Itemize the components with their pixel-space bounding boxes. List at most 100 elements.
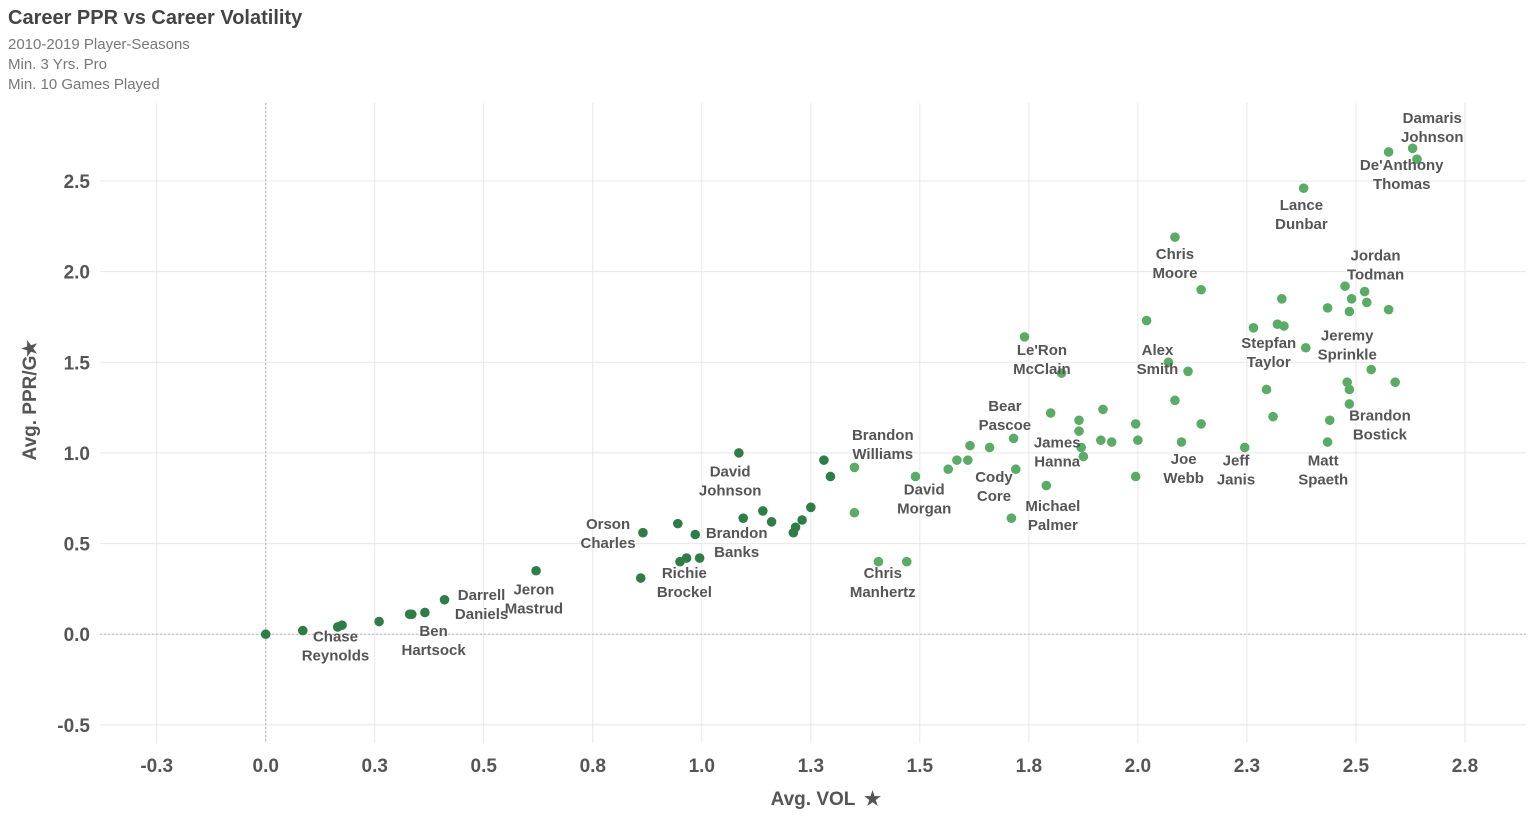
point-label: Reynolds [302,647,370,664]
point-label: Smith [1137,361,1179,378]
point-label: Jeron [513,581,554,598]
data-point [1196,419,1206,429]
data-point [374,616,384,627]
data-point [1130,419,1141,429]
point-label: Jeremy [1321,328,1374,345]
data-point [1010,464,1021,475]
data-point [1078,451,1089,462]
point-label: Ben [419,623,447,640]
data-point [738,513,749,523]
x-tick-label: 1.8 [1016,756,1042,777]
point-label: Joe [1171,451,1197,468]
data-point [1019,332,1030,342]
x-tick-label: 0.8 [580,756,606,777]
data-point [825,471,836,482]
point-label: Brockel [657,584,712,601]
data-point [1362,297,1372,308]
data-point [407,609,417,620]
point-label: Sprinkle [1318,347,1377,364]
point-label: Hanna [1034,453,1081,470]
data-point [734,448,744,458]
point-label: David [710,463,751,480]
point-label: Moore [1152,265,1197,282]
point-label: De'Anthony [1360,157,1444,174]
point-label: Palmer [1028,517,1078,534]
data-point [1383,147,1394,157]
data-point [1163,357,1174,368]
chart-subtitle-1: 2010-2019 Player-Seasons [8,36,190,53]
chart-title: Career PPR vs Career Volatility [8,7,303,29]
data-point [1006,513,1017,523]
data-point [952,455,962,465]
x-tick-label: 0.3 [362,756,388,777]
point-label: Damaris [1403,110,1462,127]
data-point [1176,437,1187,447]
point-label: Brandon [852,427,914,444]
data-point [694,553,705,563]
data-point [1383,304,1394,315]
data-point [635,573,646,583]
data-point [1141,315,1152,326]
x-tick-label: 2.3 [1234,756,1260,777]
data-point [420,607,430,618]
data-point [1342,377,1353,388]
point-label: Manhertz [850,584,916,601]
data-point [1196,284,1206,295]
point-label: Taylor [1247,354,1291,371]
data-point [1407,143,1418,154]
data-point [439,594,450,605]
data-point [849,507,860,518]
data-point [1248,323,1259,333]
y-tick-label: -0.5 [57,716,90,737]
x-tick-label: 0.0 [253,756,279,777]
data-point [1261,384,1272,395]
data-point [1133,435,1143,446]
point-label: Spaeth [1298,472,1348,489]
data-point [531,565,541,576]
data-point [1359,286,1370,297]
point-label: David [904,482,945,499]
data-point [1041,480,1052,491]
y-tick-label: 2.0 [64,263,90,284]
data-point [1346,294,1357,304]
data-point [1096,435,1106,446]
point-label: Johnson [1401,129,1464,146]
data-point [1074,415,1084,426]
point-label: Hartsock [402,642,467,659]
y-tick-label: 2.5 [64,172,91,193]
data-point [1170,395,1180,406]
point-label: Thomas [1373,176,1431,193]
data-point [1344,306,1355,317]
point-label: Mastrud [505,600,563,617]
data-point [1344,384,1355,395]
point-label: Orson [586,516,630,533]
pin-icon: ★ [864,789,881,810]
data-point [1344,399,1355,409]
point-label: Williams [852,446,913,463]
point-label: Webb [1163,470,1204,487]
point-label: Darrell [458,587,506,604]
point-label: McClain [1013,361,1071,378]
data-point [1322,303,1333,313]
point-label: Cody [975,469,1013,486]
data-point [681,553,692,563]
data-point [984,442,995,453]
pin-icon: ★ [20,340,41,357]
data-point [673,518,683,529]
data-point [1412,154,1422,165]
point-label: Johnson [699,482,762,499]
x-tick-label: 2.8 [1452,756,1478,777]
y-axis-title: Avg. PPR/G [20,356,41,461]
point-label: Stepfan [1241,335,1296,352]
data-point [963,455,973,465]
point-label: Richie [662,565,707,582]
data-point [819,455,829,465]
x-tick-label: 2.0 [1125,756,1151,777]
point-label: Lance [1280,197,1323,214]
point-label: Chris [1156,246,1194,263]
point-label: Le'Ron [1017,342,1067,359]
point-label: Alex [1142,342,1174,359]
data-point [1183,366,1193,377]
data-point [1268,411,1278,422]
